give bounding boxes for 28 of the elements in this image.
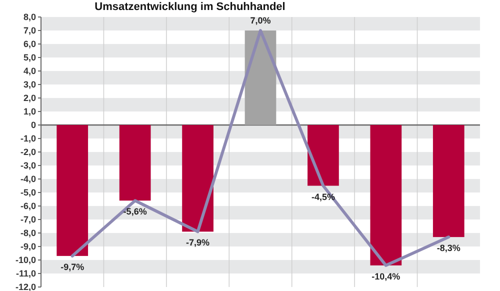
- y-tick-label: -7,0: [20, 214, 36, 225]
- data-label: -5,6%: [123, 206, 147, 217]
- y-tick-label: -5,0: [20, 188, 36, 198]
- y-tick-label: -8,0: [20, 228, 36, 238]
- data-label: -9,7%: [60, 262, 84, 272]
- y-tick-label: 3,0: [23, 80, 36, 90]
- y-tick-label: 0: [30, 120, 36, 130]
- y-tick-label: 6,0: [23, 39, 36, 50]
- y-tick-label: -3,0: [20, 160, 36, 171]
- data-label: -4,5%: [311, 192, 335, 202]
- y-tick-label: -4,0: [20, 174, 36, 184]
- data-label: -8,3%: [436, 243, 460, 254]
- data-label: 7,0%: [250, 16, 271, 26]
- data-label: -7,9%: [186, 238, 210, 248]
- y-tick-label: 8,0: [23, 12, 36, 22]
- y-tick-label: -1,0: [20, 134, 36, 144]
- data-label: -10,4%: [372, 271, 400, 282]
- chart-title: Umsatzentwicklung im Schuhhandel: [94, 1, 286, 13]
- y-tick-label: 2,0: [23, 93, 36, 104]
- y-tick-label: 7,0: [23, 26, 36, 36]
- y-tick-label: -11,0: [16, 268, 36, 279]
- y-tick-label: -2,0: [20, 147, 36, 158]
- y-tick-label: -9,0: [20, 242, 36, 252]
- y-tick-label: 5,0: [23, 52, 36, 63]
- y-tick-label: -6,0: [20, 201, 36, 212]
- y-tick-label: 1,0: [23, 106, 36, 117]
- y-tick-label: 4,0: [23, 66, 36, 76]
- y-tick-label: -10,0: [15, 255, 36, 266]
